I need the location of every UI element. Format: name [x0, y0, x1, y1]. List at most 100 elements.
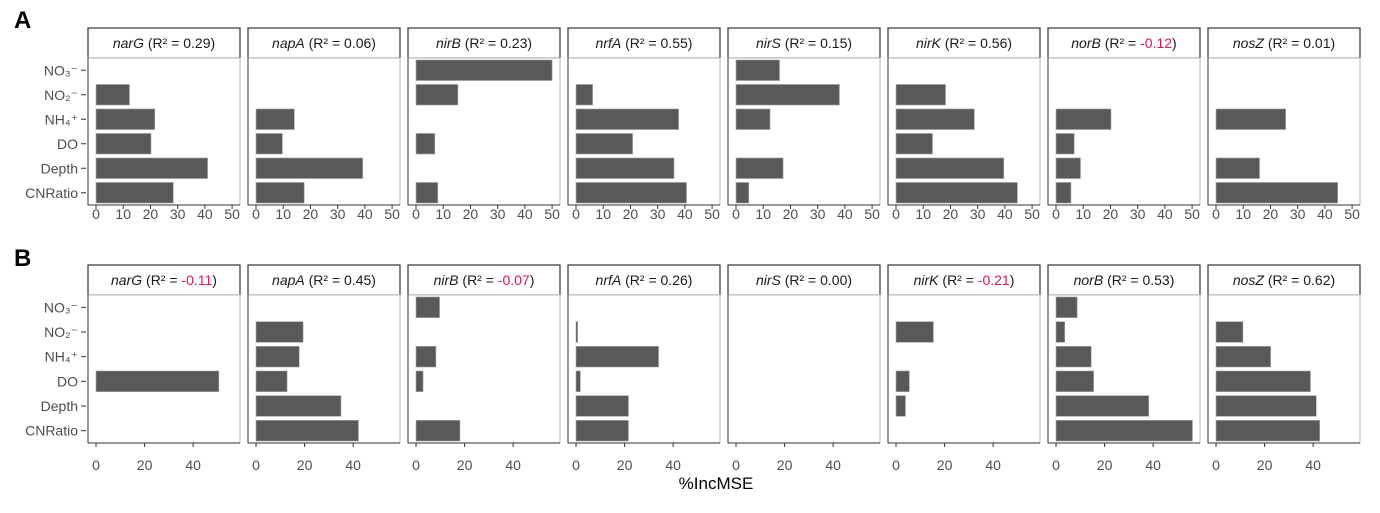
r2-prefix: (R² = [459, 272, 498, 288]
facet-title: nirB (R² = 0.23) [436, 35, 532, 51]
facet-panel-nosZ: nosZ (R² = 0.01) 0 10 20 30 40 50 [1207, 27, 1361, 222]
bar-nrfA-5 [575, 420, 629, 442]
x-tick-label: 20 [777, 457, 793, 473]
bar-nirK-2 [895, 108, 975, 130]
bar-norB-2 [1055, 108, 1112, 130]
bar-nrfA-1 [575, 84, 593, 106]
x-tick-label: 30 [1130, 206, 1146, 222]
r2-value: -0.11 [181, 272, 212, 288]
x-tick-label: 0 [1212, 206, 1220, 222]
x-tick-label: 20 [463, 206, 479, 222]
x-tick-label: 50 [224, 206, 240, 222]
x-tick-label: 20 [943, 206, 959, 222]
r2-prefix: (R² = [1264, 35, 1303, 51]
bar-nirK-5 [895, 182, 1018, 204]
x-tick-label: 10 [595, 206, 611, 222]
x-tick-label: 10 [1235, 206, 1251, 222]
panel-letter: A [14, 7, 31, 34]
facet-title: narG (R² = -0.11) [111, 272, 217, 288]
bar-narG-3 [95, 133, 152, 155]
panel-letter: B [14, 245, 31, 272]
plot-area [87, 294, 241, 444]
bar-narG-4 [95, 157, 208, 179]
x-tick-label: 40 [997, 206, 1013, 222]
x-tick-label: 10 [275, 206, 291, 222]
x-tick-label: 20 [297, 457, 313, 473]
facet-title: nrfA (R² = 0.55) [596, 35, 693, 51]
facet-strip [247, 27, 401, 59]
y-tick-label: DO [57, 373, 78, 389]
r2-suffix: ) [530, 272, 535, 288]
plot-area [1207, 294, 1361, 444]
bar-napA-5 [255, 182, 305, 204]
x-tick-label: 0 [92, 457, 100, 473]
plot-area [1047, 294, 1201, 444]
facet-strip [407, 264, 561, 296]
x-tick-label: 0 [252, 457, 260, 473]
facet-strip [1047, 264, 1201, 296]
plot-area [1207, 57, 1361, 206]
r2-suffix: ) [212, 272, 217, 288]
bar-norB-0 [1055, 296, 1078, 318]
bar-nirS-5 [735, 182, 750, 204]
bar-nirB-3 [415, 370, 424, 392]
bar-narG-5 [95, 182, 174, 204]
bar-narG-2 [95, 108, 156, 130]
bar-napA-2 [255, 346, 300, 368]
x-tick-label: 40 [1317, 206, 1333, 222]
y-tick-label: CNRatio [25, 185, 78, 201]
x-tick-label: 0 [892, 206, 900, 222]
x-tick-label: 0 [572, 457, 580, 473]
facet-panel-nosZ: nosZ (R² = 0.62) 0 20 40 [1207, 264, 1361, 473]
bar-nirS-0 [735, 59, 780, 81]
x-tick-label: 10 [435, 206, 451, 222]
x-tick-label: 30 [1290, 206, 1306, 222]
r2-value: -0.12 [1140, 35, 1172, 51]
y-tick-label: NO₃⁻ [44, 62, 78, 78]
gene-name: napA [272, 272, 305, 288]
bar-nirS-1 [735, 84, 840, 106]
bar-nosZ-5 [1215, 420, 1320, 442]
x-axis-label: %IncMSE [679, 474, 754, 493]
x-tick-label: 20 [457, 457, 473, 473]
bar-nirB-3 [415, 133, 436, 155]
x-tick-label: 50 [704, 206, 720, 222]
bar-nirB-1 [415, 84, 459, 106]
r2-prefix: (R² = [305, 35, 344, 51]
bar-nirB-5 [415, 420, 461, 442]
bar-napA-2 [255, 108, 295, 130]
bar-napA-4 [255, 157, 364, 179]
x-tick-label: 30 [970, 206, 986, 222]
bar-nrfA-5 [575, 182, 687, 204]
y-tick-label: Depth [41, 160, 78, 176]
x-tick-label: 50 [384, 206, 400, 222]
bar-nirB-0 [415, 296, 440, 318]
x-tick-label: 50 [1344, 206, 1360, 222]
r2-value: 0.06 [344, 35, 371, 51]
r2-prefix: (R² = [1264, 272, 1303, 288]
x-tick-label: 0 [572, 206, 580, 222]
bar-nirS-2 [735, 108, 771, 130]
facet-panel-napA: napA (R² = 0.45) 0 20 40 [247, 264, 401, 473]
r2-suffix: ) [371, 35, 376, 51]
gene-name: norB [1074, 272, 1104, 288]
x-tick-label: 50 [544, 206, 560, 222]
plot-area [887, 57, 1041, 206]
facet-strip [727, 264, 881, 296]
bar-norB-2 [1055, 346, 1092, 368]
x-tick-label: 40 [345, 457, 361, 473]
bar-nosZ-2 [1215, 346, 1271, 368]
bar-narG-3 [95, 370, 220, 392]
x-tick-label: 40 [357, 206, 373, 222]
x-tick-label: 10 [1075, 206, 1091, 222]
plot-area [727, 294, 881, 444]
plot-area [567, 57, 721, 206]
bar-nirK-1 [895, 84, 946, 106]
r2-prefix: (R² = [939, 272, 978, 288]
plot-area [567, 294, 721, 444]
facet-panel-norB: norB (R² = 0.53) 0 20 40 [1047, 264, 1201, 473]
bar-nirB-5 [415, 182, 439, 204]
x-tick-label: 20 [617, 457, 633, 473]
facet-panel-nirB: nirB (R² = -0.07) 0 20 40 [407, 264, 561, 473]
plot-area [727, 57, 881, 206]
